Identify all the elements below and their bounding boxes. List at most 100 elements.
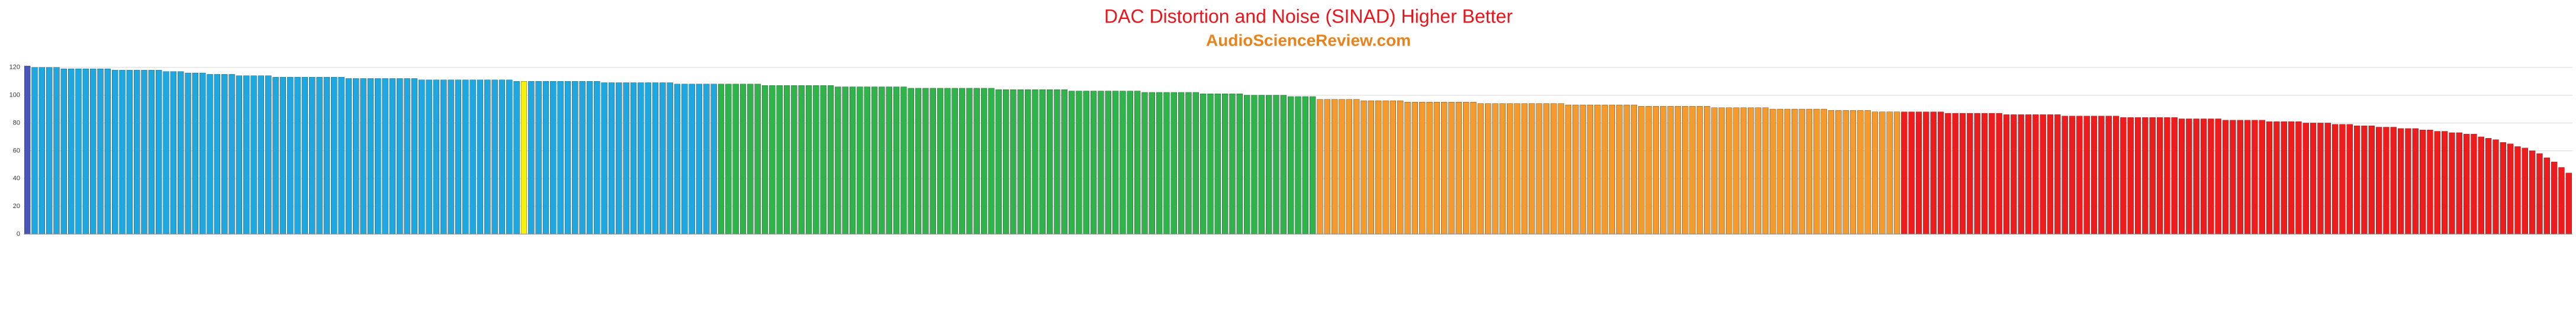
bar (2361, 125, 2368, 235)
bar (1521, 103, 1528, 235)
bar (2200, 119, 2207, 235)
bar (236, 75, 243, 235)
bar (2259, 120, 2265, 235)
bar (1317, 99, 1323, 235)
bar (820, 85, 826, 235)
y-tick-label: 0 (17, 231, 20, 238)
bar (2281, 121, 2287, 235)
bar (2478, 136, 2484, 235)
bar (279, 76, 287, 235)
bar (1170, 92, 1177, 235)
bar (1090, 91, 1097, 235)
bar (1433, 102, 1440, 235)
bar (1455, 102, 1462, 235)
bar (528, 81, 535, 235)
bar (535, 81, 542, 235)
bar (38, 67, 45, 235)
bar (667, 82, 673, 235)
bar (2295, 121, 2302, 235)
bar (951, 88, 958, 235)
bar (411, 78, 418, 235)
bar (1192, 92, 1199, 235)
bar (1529, 103, 1535, 235)
bar (2412, 128, 2419, 235)
bar (426, 79, 432, 235)
bar (1178, 92, 1185, 235)
bar (901, 87, 907, 235)
bar (163, 71, 169, 235)
bar (520, 81, 528, 235)
bar (1222, 94, 1228, 235)
bar (2208, 119, 2214, 235)
bar (1382, 100, 1389, 235)
bar (1660, 106, 1667, 235)
bar (1441, 102, 1448, 235)
bar (156, 70, 162, 235)
bar (2171, 117, 2178, 235)
bar (1792, 108, 1798, 235)
bar (1923, 111, 1929, 235)
bar (389, 78, 396, 235)
bar (1645, 106, 1652, 235)
bar (1842, 110, 1849, 235)
bar (2522, 148, 2528, 235)
bar (1426, 102, 1433, 235)
bar (2339, 124, 2346, 235)
bar (506, 79, 513, 235)
bar (455, 79, 462, 235)
bar (572, 81, 578, 235)
bar (1996, 113, 2002, 235)
bar (148, 70, 155, 235)
bar (1039, 90, 1046, 235)
bar (1046, 90, 1053, 235)
bar (579, 81, 586, 235)
bar (2222, 120, 2229, 235)
y-tick-label: 120 (9, 64, 20, 71)
bar (1718, 107, 1725, 235)
bar (1411, 102, 1418, 235)
bar (1002, 90, 1009, 235)
bar (2105, 116, 2112, 235)
bar (1068, 91, 1075, 235)
bar (367, 78, 374, 235)
bar (2091, 116, 2098, 235)
bar (944, 88, 951, 235)
bar (469, 79, 476, 235)
bar (1295, 96, 1301, 235)
bar (448, 79, 454, 235)
bar (1324, 99, 1330, 235)
bar (221, 74, 228, 235)
bar (2266, 121, 2273, 235)
bar (513, 81, 520, 235)
bar (1288, 96, 1294, 235)
bar (2456, 132, 2462, 235)
bar (718, 84, 725, 235)
bar (689, 84, 695, 235)
bar (1777, 108, 1783, 235)
bar (1492, 103, 1498, 235)
bar (703, 84, 710, 235)
bar (1397, 100, 1404, 235)
bar (1098, 91, 1104, 235)
bar (1499, 103, 1506, 235)
bar (1967, 113, 1973, 235)
bar (1266, 95, 1272, 235)
bar (1981, 113, 1988, 235)
bar (1587, 104, 1594, 235)
bar (397, 78, 403, 235)
bar (1200, 94, 1207, 235)
bar (2076, 116, 2083, 235)
bar (1251, 95, 1258, 235)
bar (31, 67, 38, 235)
bar (1551, 103, 1557, 235)
bar (2551, 161, 2558, 235)
bar (879, 87, 885, 235)
bar (1726, 107, 1732, 235)
bar (1871, 111, 1879, 235)
bar (1879, 111, 1886, 235)
bar (46, 67, 53, 235)
bar (1616, 104, 1623, 235)
bar (1514, 103, 1520, 235)
bar (309, 76, 316, 235)
bar (360, 78, 366, 235)
